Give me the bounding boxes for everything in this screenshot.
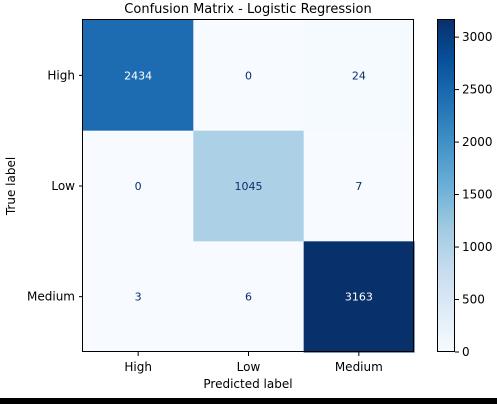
colorbar — [437, 19, 455, 352]
bottom-edge-bar — [0, 398, 497, 404]
cell-value-label: 0 — [135, 180, 142, 193]
matrix-cell — [83, 241, 194, 353]
y-tick-label: Low — [51, 179, 75, 193]
matrix-cell — [83, 130, 194, 242]
colorbar-tick-label: 3000 — [462, 30, 493, 44]
x-tick-label: Low — [237, 360, 261, 374]
y-axis-ticks: High Low Medium — [27, 68, 83, 304]
matrix-cell — [83, 20, 194, 132]
colorbar-tick-label: 2000 — [462, 135, 493, 149]
matrix-cell — [303, 20, 415, 132]
x-axis-label: Predicted label — [203, 377, 292, 391]
matrix-cell — [303, 241, 415, 353]
cell-value-label: 24 — [352, 69, 366, 82]
cell-value-label: 2434 — [124, 69, 152, 82]
x-axis-ticks: High Low Medium — [124, 352, 383, 374]
cell-value-label: 1045 — [235, 180, 263, 193]
colorbar-tick-label: 1000 — [462, 240, 493, 254]
chart-title: Confusion Matrix - Logistic Regression — [124, 2, 371, 17]
colorbar-tick-label: 1500 — [462, 188, 493, 202]
cell-value-label: 7 — [355, 180, 362, 193]
matrix-cell — [193, 241, 305, 353]
cell-value-label: 3163 — [345, 291, 373, 304]
cell-value-label: 3 — [135, 291, 142, 304]
x-tick-label: Medium — [335, 360, 383, 374]
x-tick-label: High — [124, 360, 152, 374]
cell-value-label: 0 — [245, 69, 252, 82]
colorbar-tick-label: 2500 — [462, 83, 493, 97]
y-tick-label: Medium — [27, 290, 75, 304]
colorbar-tick-label: 0 — [462, 345, 470, 359]
matrix-cell — [193, 130, 305, 242]
y-tick-label: High — [47, 68, 75, 82]
matrix-cells: 2434 0 24 0 1045 7 3 6 3163 — [83, 20, 415, 353]
colorbar-ticks: 0 500 1000 1500 2000 2500 3000 — [455, 30, 493, 359]
colorbar-tick-label: 500 — [462, 293, 485, 307]
matrix-cell — [303, 130, 415, 242]
cell-value-label: 6 — [245, 291, 252, 304]
y-axis-label: True label — [4, 157, 18, 216]
matrix-cell — [193, 20, 305, 132]
